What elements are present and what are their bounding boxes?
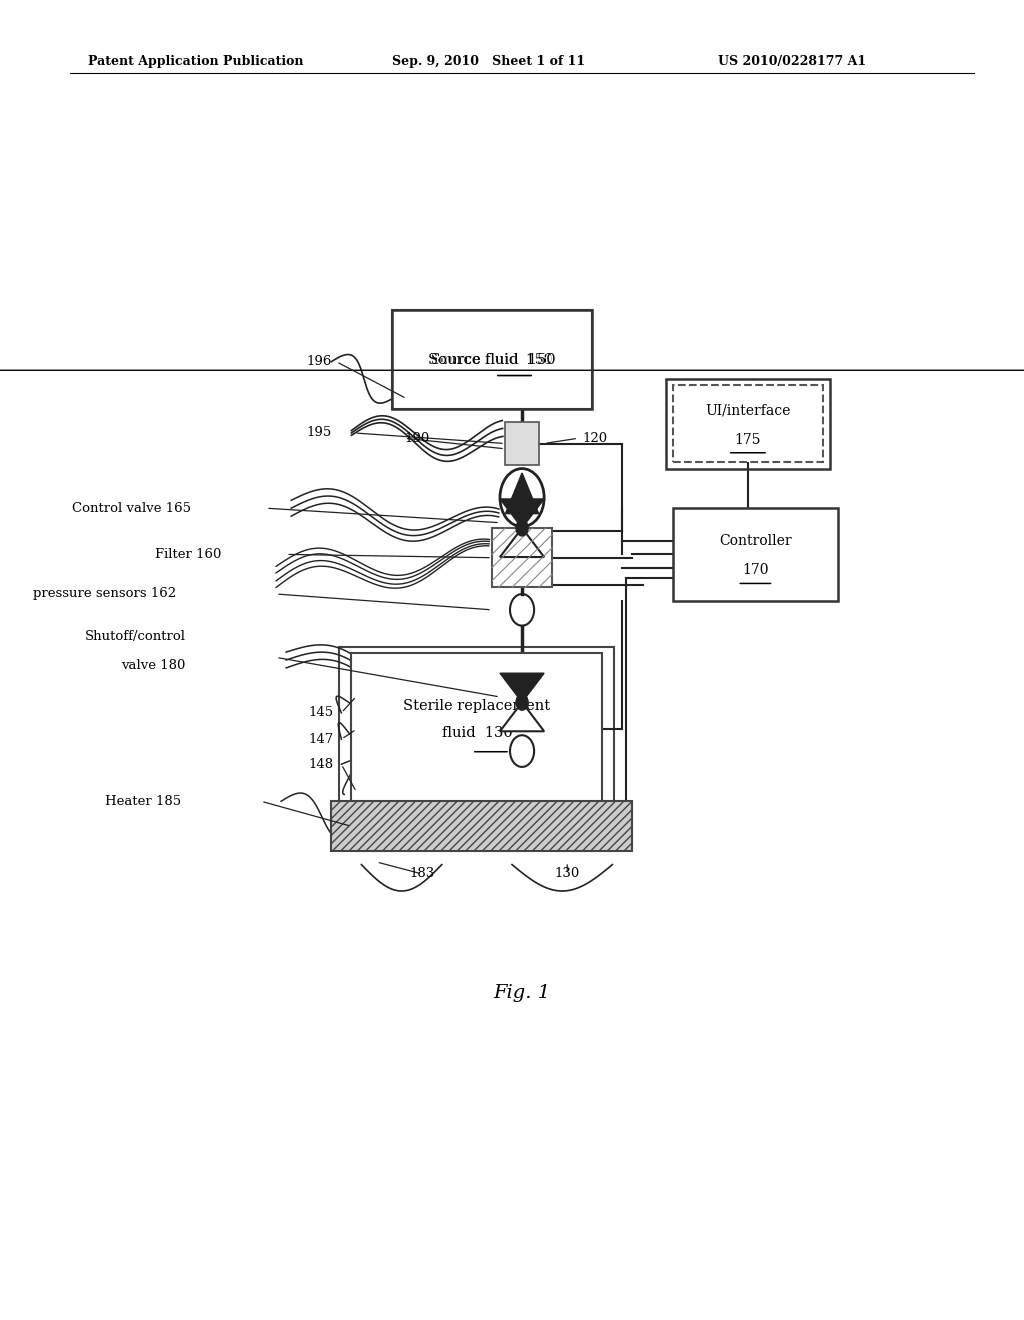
- FancyBboxPatch shape: [673, 508, 839, 601]
- Text: 190: 190: [404, 432, 430, 445]
- Text: fluid  130: fluid 130: [441, 726, 512, 741]
- Polygon shape: [500, 702, 544, 731]
- Text: valve 180: valve 180: [122, 659, 185, 672]
- Text: 120: 120: [583, 432, 607, 445]
- Text: US 2010/0228177 A1: US 2010/0228177 A1: [718, 55, 866, 69]
- FancyBboxPatch shape: [351, 653, 602, 805]
- FancyBboxPatch shape: [391, 310, 592, 409]
- Polygon shape: [500, 499, 544, 528]
- Text: UI/interface: UI/interface: [706, 404, 791, 417]
- FancyBboxPatch shape: [492, 528, 552, 587]
- Text: Source fluid   150: Source fluid 150: [426, 352, 558, 367]
- FancyBboxPatch shape: [332, 801, 633, 851]
- Text: 145: 145: [308, 706, 334, 719]
- Text: 170: 170: [742, 564, 769, 577]
- Text: Heater 185: Heater 185: [104, 795, 181, 808]
- Text: 175: 175: [734, 433, 761, 446]
- Text: 147: 147: [308, 733, 334, 746]
- Text: 195: 195: [306, 426, 332, 440]
- Text: 183: 183: [409, 867, 434, 880]
- Polygon shape: [500, 673, 544, 702]
- Polygon shape: [506, 473, 539, 513]
- Text: Fig. 1: Fig. 1: [494, 983, 551, 1002]
- Circle shape: [516, 694, 528, 710]
- Text: 148: 148: [308, 758, 334, 771]
- Polygon shape: [500, 528, 544, 557]
- Circle shape: [516, 520, 528, 536]
- Text: Controller: Controller: [719, 535, 792, 548]
- Text: 196: 196: [306, 355, 332, 368]
- FancyBboxPatch shape: [339, 647, 614, 812]
- Text: Filter 160: Filter 160: [155, 548, 221, 561]
- Text: Patent Application Publication: Patent Application Publication: [88, 55, 304, 69]
- FancyBboxPatch shape: [505, 422, 539, 465]
- Text: Shutoff/control: Shutoff/control: [85, 630, 185, 643]
- Text: Sterile replacement: Sterile replacement: [403, 698, 551, 713]
- Text: Control valve 165: Control valve 165: [72, 502, 190, 515]
- Text: Sep. 9, 2010   Sheet 1 of 11: Sep. 9, 2010 Sheet 1 of 11: [391, 55, 585, 69]
- Text: 130: 130: [555, 867, 580, 880]
- Text: pressure sensors 162: pressure sensors 162: [33, 587, 176, 601]
- FancyBboxPatch shape: [673, 385, 823, 462]
- Text: Source fluid  150: Source fluid 150: [431, 352, 553, 367]
- Text: Source fluid  150: Source fluid 150: [428, 352, 556, 367]
